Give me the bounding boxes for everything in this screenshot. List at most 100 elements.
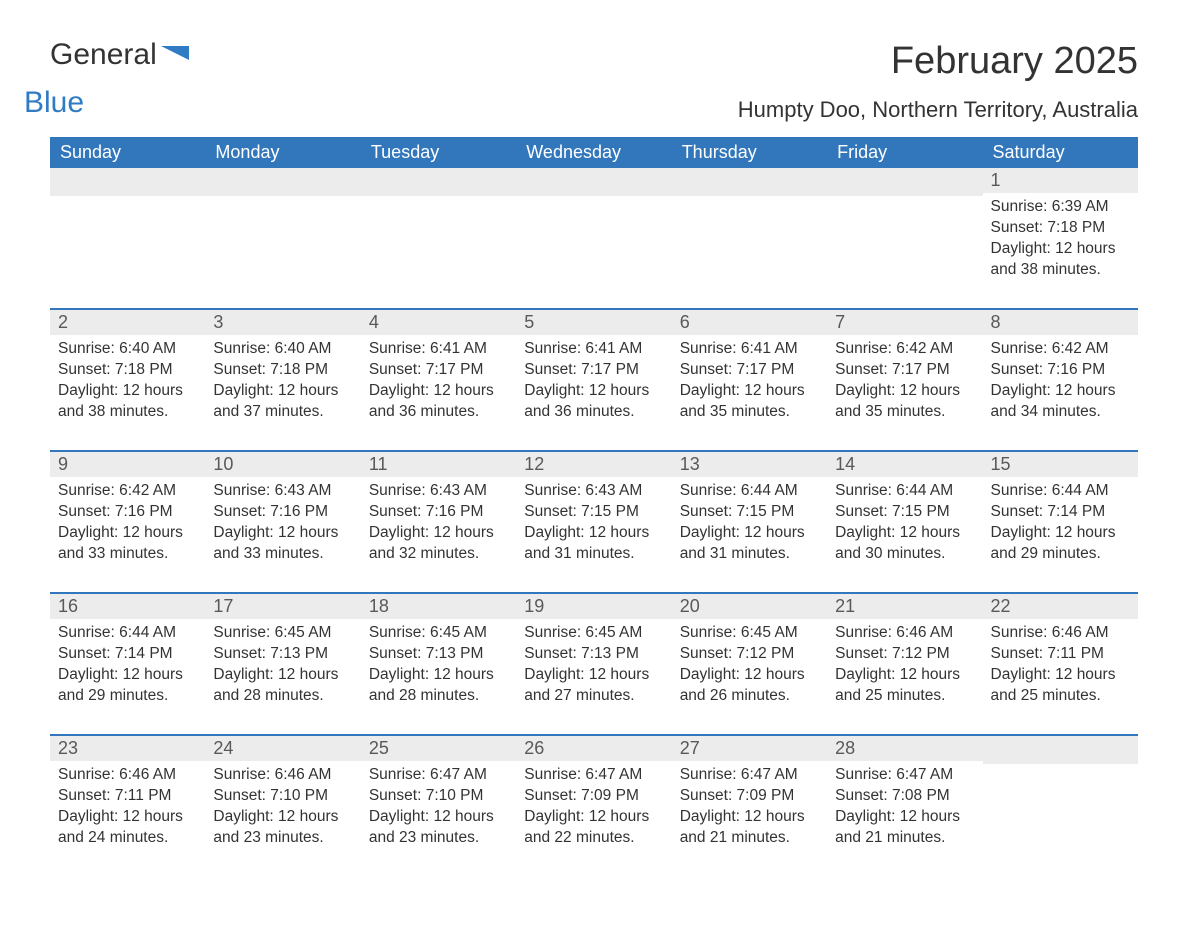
- sunrise-line: Sunrise: 6:47 AM: [680, 765, 819, 786]
- day-cell: 13Sunrise: 6:44 AMSunset: 7:15 PMDayligh…: [672, 451, 827, 593]
- day-body: Sunrise: 6:47 AMSunset: 7:08 PMDaylight:…: [827, 761, 982, 857]
- daylight-line: Daylight: 12 hours and 34 minutes.: [991, 381, 1130, 423]
- day-cell: 6Sunrise: 6:41 AMSunset: 7:17 PMDaylight…: [672, 309, 827, 451]
- day-body: Sunrise: 6:43 AMSunset: 7:16 PMDaylight:…: [361, 477, 516, 573]
- week-row: 1Sunrise: 6:39 AMSunset: 7:18 PMDaylight…: [50, 168, 1138, 309]
- calendar-page: General Blue February 2025 Humpty Doo, N…: [0, 0, 1188, 926]
- day-cell: [50, 168, 205, 309]
- day-cell: 24Sunrise: 6:46 AMSunset: 7:10 PMDayligh…: [205, 735, 360, 876]
- day-body: Sunrise: 6:42 AMSunset: 7:17 PMDaylight:…: [827, 335, 982, 431]
- title-block: February 2025 Humpty Doo, Northern Terri…: [738, 40, 1138, 123]
- sunrise-line: Sunrise: 6:41 AM: [369, 339, 508, 360]
- sunrise-line: Sunrise: 6:39 AM: [991, 197, 1130, 218]
- week-row: 2Sunrise: 6:40 AMSunset: 7:18 PMDaylight…: [50, 309, 1138, 451]
- day-cell: 5Sunrise: 6:41 AMSunset: 7:17 PMDaylight…: [516, 309, 671, 451]
- daylight-line: Daylight: 12 hours and 21 minutes.: [835, 807, 974, 849]
- day-cell: 17Sunrise: 6:45 AMSunset: 7:13 PMDayligh…: [205, 593, 360, 735]
- daylight-line: Daylight: 12 hours and 23 minutes.: [369, 807, 508, 849]
- month-title: February 2025: [738, 40, 1138, 83]
- day-cell: 18Sunrise: 6:45 AMSunset: 7:13 PMDayligh…: [361, 593, 516, 735]
- day-number: 13: [672, 452, 827, 477]
- day-number: [827, 168, 982, 196]
- daylight-line: Daylight: 12 hours and 38 minutes.: [58, 381, 197, 423]
- day-cell: 20Sunrise: 6:45 AMSunset: 7:12 PMDayligh…: [672, 593, 827, 735]
- sunrise-line: Sunrise: 6:46 AM: [213, 765, 352, 786]
- sunset-line: Sunset: 7:08 PM: [835, 786, 974, 807]
- day-header: Wednesday: [516, 137, 671, 168]
- sunset-line: Sunset: 7:17 PM: [680, 360, 819, 381]
- sunrise-line: Sunrise: 6:42 AM: [58, 481, 197, 502]
- day-header: Saturday: [983, 137, 1138, 168]
- day-cell: 16Sunrise: 6:44 AMSunset: 7:14 PMDayligh…: [50, 593, 205, 735]
- day-number: [361, 168, 516, 196]
- sunrise-line: Sunrise: 6:44 AM: [58, 623, 197, 644]
- brand-logo: General Blue: [50, 40, 189, 100]
- day-number: 24: [205, 736, 360, 761]
- sunrise-line: Sunrise: 6:44 AM: [991, 481, 1130, 502]
- day-body: Sunrise: 6:45 AMSunset: 7:12 PMDaylight:…: [672, 619, 827, 715]
- day-number: 14: [827, 452, 982, 477]
- day-body: Sunrise: 6:43 AMSunset: 7:15 PMDaylight:…: [516, 477, 671, 573]
- sunrise-line: Sunrise: 6:45 AM: [213, 623, 352, 644]
- day-body: Sunrise: 6:46 AMSunset: 7:11 PMDaylight:…: [50, 761, 205, 857]
- sunrise-line: Sunrise: 6:43 AM: [524, 481, 663, 502]
- day-number: 19: [516, 594, 671, 619]
- header-row: General Blue February 2025 Humpty Doo, N…: [50, 40, 1138, 123]
- day-cell: 7Sunrise: 6:42 AMSunset: 7:17 PMDaylight…: [827, 309, 982, 451]
- daylight-line: Daylight: 12 hours and 35 minutes.: [680, 381, 819, 423]
- day-body: Sunrise: 6:45 AMSunset: 7:13 PMDaylight:…: [205, 619, 360, 715]
- day-body: Sunrise: 6:47 AMSunset: 7:09 PMDaylight:…: [672, 761, 827, 857]
- sunset-line: Sunset: 7:12 PM: [680, 644, 819, 665]
- day-cell: 2Sunrise: 6:40 AMSunset: 7:18 PMDaylight…: [50, 309, 205, 451]
- daylight-line: Daylight: 12 hours and 30 minutes.: [835, 523, 974, 565]
- day-cell: 11Sunrise: 6:43 AMSunset: 7:16 PMDayligh…: [361, 451, 516, 593]
- daylight-line: Daylight: 12 hours and 38 minutes.: [991, 239, 1130, 281]
- day-number: 18: [361, 594, 516, 619]
- day-number: [205, 168, 360, 196]
- sunset-line: Sunset: 7:14 PM: [58, 644, 197, 665]
- sunset-line: Sunset: 7:13 PM: [213, 644, 352, 665]
- day-body: Sunrise: 6:42 AMSunset: 7:16 PMDaylight:…: [50, 477, 205, 573]
- day-cell: 3Sunrise: 6:40 AMSunset: 7:18 PMDaylight…: [205, 309, 360, 451]
- day-header-row: Sunday Monday Tuesday Wednesday Thursday…: [50, 137, 1138, 168]
- day-cell: [516, 168, 671, 309]
- daylight-line: Daylight: 12 hours and 25 minutes.: [991, 665, 1130, 707]
- sunset-line: Sunset: 7:18 PM: [213, 360, 352, 381]
- day-number: 28: [827, 736, 982, 761]
- sunrise-line: Sunrise: 6:43 AM: [369, 481, 508, 502]
- sunset-line: Sunset: 7:11 PM: [991, 644, 1130, 665]
- day-body: Sunrise: 6:40 AMSunset: 7:18 PMDaylight:…: [205, 335, 360, 431]
- sunset-line: Sunset: 7:18 PM: [58, 360, 197, 381]
- daylight-line: Daylight: 12 hours and 25 minutes.: [835, 665, 974, 707]
- day-number: 6: [672, 310, 827, 335]
- sunrise-line: Sunrise: 6:45 AM: [524, 623, 663, 644]
- sunset-line: Sunset: 7:14 PM: [991, 502, 1130, 523]
- day-number: [672, 168, 827, 196]
- week-row: 23Sunrise: 6:46 AMSunset: 7:11 PMDayligh…: [50, 735, 1138, 876]
- day-number: [983, 736, 1138, 764]
- day-cell: 1Sunrise: 6:39 AMSunset: 7:18 PMDaylight…: [983, 168, 1138, 309]
- daylight-line: Daylight: 12 hours and 33 minutes.: [213, 523, 352, 565]
- day-body: Sunrise: 6:44 AMSunset: 7:14 PMDaylight:…: [983, 477, 1138, 573]
- day-number: [50, 168, 205, 196]
- day-body: [672, 196, 827, 208]
- day-body: [983, 764, 1138, 776]
- day-body: Sunrise: 6:47 AMSunset: 7:09 PMDaylight:…: [516, 761, 671, 857]
- sunset-line: Sunset: 7:15 PM: [524, 502, 663, 523]
- day-number: 9: [50, 452, 205, 477]
- day-header: Monday: [205, 137, 360, 168]
- day-header: Thursday: [672, 137, 827, 168]
- sunset-line: Sunset: 7:15 PM: [680, 502, 819, 523]
- day-number: 8: [983, 310, 1138, 335]
- day-header: Tuesday: [361, 137, 516, 168]
- daylight-line: Daylight: 12 hours and 36 minutes.: [369, 381, 508, 423]
- sunrise-line: Sunrise: 6:46 AM: [58, 765, 197, 786]
- day-number: 11: [361, 452, 516, 477]
- day-body: Sunrise: 6:42 AMSunset: 7:16 PMDaylight:…: [983, 335, 1138, 431]
- day-cell: 22Sunrise: 6:46 AMSunset: 7:11 PMDayligh…: [983, 593, 1138, 735]
- day-cell: 8Sunrise: 6:42 AMSunset: 7:16 PMDaylight…: [983, 309, 1138, 451]
- sunset-line: Sunset: 7:16 PM: [991, 360, 1130, 381]
- sunset-line: Sunset: 7:13 PM: [369, 644, 508, 665]
- daylight-line: Daylight: 12 hours and 37 minutes.: [213, 381, 352, 423]
- day-number: 20: [672, 594, 827, 619]
